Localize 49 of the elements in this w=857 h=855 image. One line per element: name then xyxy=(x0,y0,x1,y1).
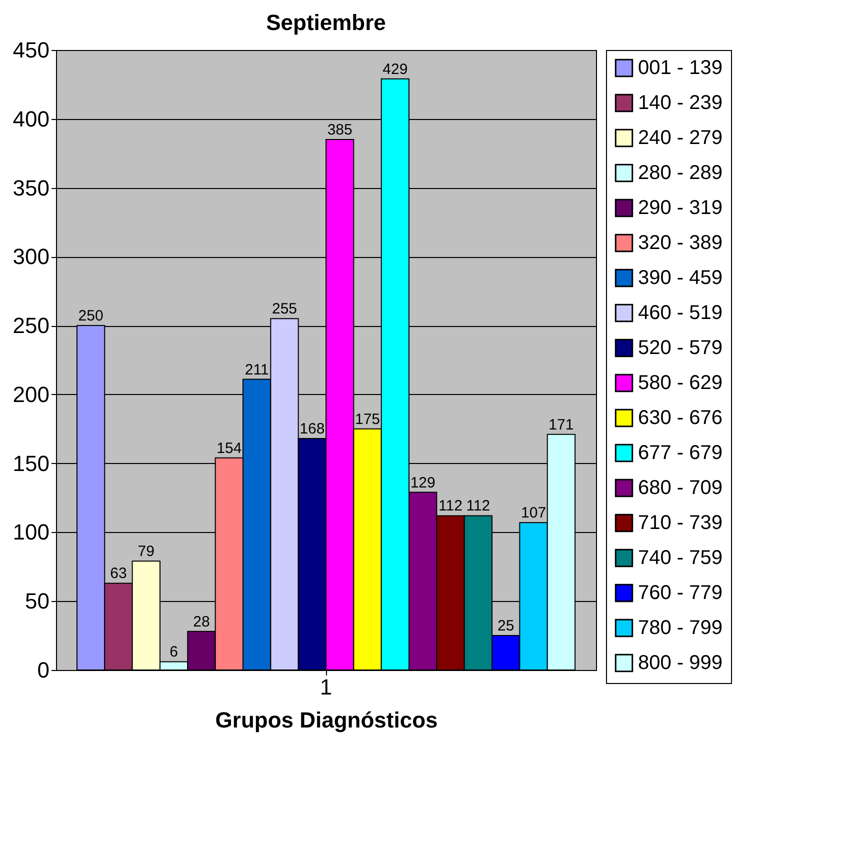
legend-label: 460 - 519 xyxy=(638,302,723,324)
data-label: 63 xyxy=(110,565,127,582)
legend-label: 280 - 289 xyxy=(638,162,723,184)
data-label: 129 xyxy=(410,474,436,492)
legend-label: 760 - 779 xyxy=(638,582,723,604)
data-label: 211 xyxy=(244,361,269,378)
legend-label: 780 - 799 xyxy=(638,617,723,639)
y-tick-label: 200 xyxy=(12,382,50,407)
data-label: 171 xyxy=(548,416,574,434)
y-tick-label: 450 xyxy=(12,38,50,62)
y-tick-label: 0 xyxy=(37,658,50,682)
data-label: 429 xyxy=(382,60,408,78)
legend-label: 290 - 319 xyxy=(638,197,723,219)
data-label: 6 xyxy=(170,644,178,661)
y-tick-label: 300 xyxy=(12,244,50,270)
data-label: 112 xyxy=(466,498,490,515)
legend-label: 677 - 679 xyxy=(638,442,723,464)
data-label: 255 xyxy=(272,300,298,318)
legend-label: 320 - 389 xyxy=(638,232,723,254)
chart-title: Septiembre xyxy=(266,10,386,35)
data-label: 250 xyxy=(78,308,104,325)
data-label: 25 xyxy=(498,618,514,635)
data-label: 385 xyxy=(327,122,352,139)
legend-label: 390 - 459 xyxy=(638,267,723,289)
legend-label: 140 - 239 xyxy=(638,92,723,114)
legend-label: 240 - 279 xyxy=(638,127,723,149)
y-tick-label: 150 xyxy=(12,450,50,476)
legend-label: 520 - 579 xyxy=(638,337,723,359)
data-label: 175 xyxy=(354,410,380,428)
legend-label: 001 - 139 xyxy=(638,57,723,79)
x-tick-label: 1 xyxy=(320,674,332,700)
y-tick-label: 250 xyxy=(12,313,50,338)
data-label: 79 xyxy=(138,543,154,560)
data-label: 112 xyxy=(438,498,462,515)
legend-label: 800 - 999 xyxy=(638,652,723,674)
y-tick-label: 100 xyxy=(12,520,50,545)
x-axis-title: Grupos Diagnósticos xyxy=(215,708,438,732)
y-tick-label: 350 xyxy=(12,175,50,200)
legend-label: 710 - 739 xyxy=(638,512,723,534)
y-tick-label: 400 xyxy=(12,106,50,132)
y-tick-label: 50 xyxy=(25,588,50,614)
data-label: 28 xyxy=(193,613,210,630)
legend-label: 630 - 676 xyxy=(638,407,723,429)
legend-label: 680 - 709 xyxy=(638,477,723,499)
data-label: 168 xyxy=(300,420,325,438)
legend-label: 740 - 759 xyxy=(638,547,723,569)
legend-label: 580 - 629 xyxy=(638,372,723,394)
data-label: 107 xyxy=(521,504,546,522)
data-label: 154 xyxy=(216,440,242,457)
